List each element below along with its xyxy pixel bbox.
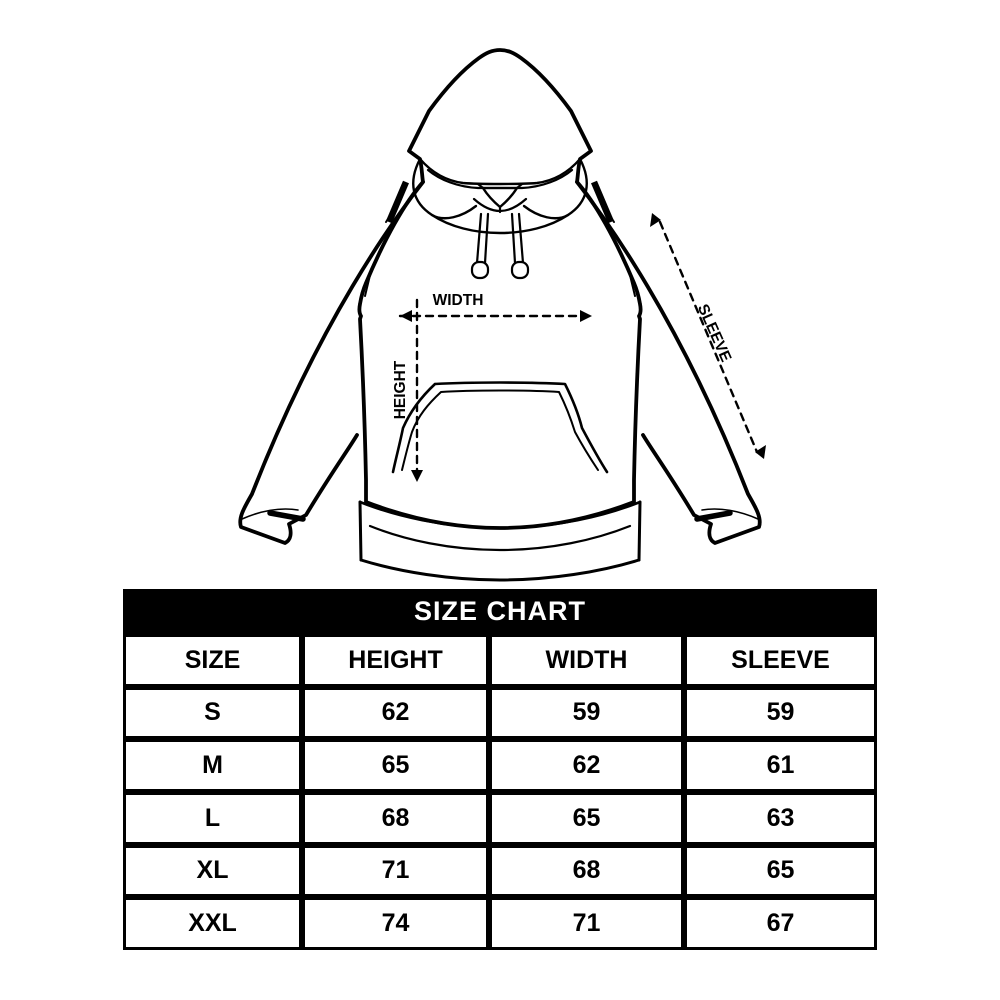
- svg-text:HEIGHT: HEIGHT: [392, 360, 409, 419]
- svg-text:SLEEVE: SLEEVE: [694, 302, 734, 365]
- svg-text:WIDTH: WIDTH: [433, 292, 484, 309]
